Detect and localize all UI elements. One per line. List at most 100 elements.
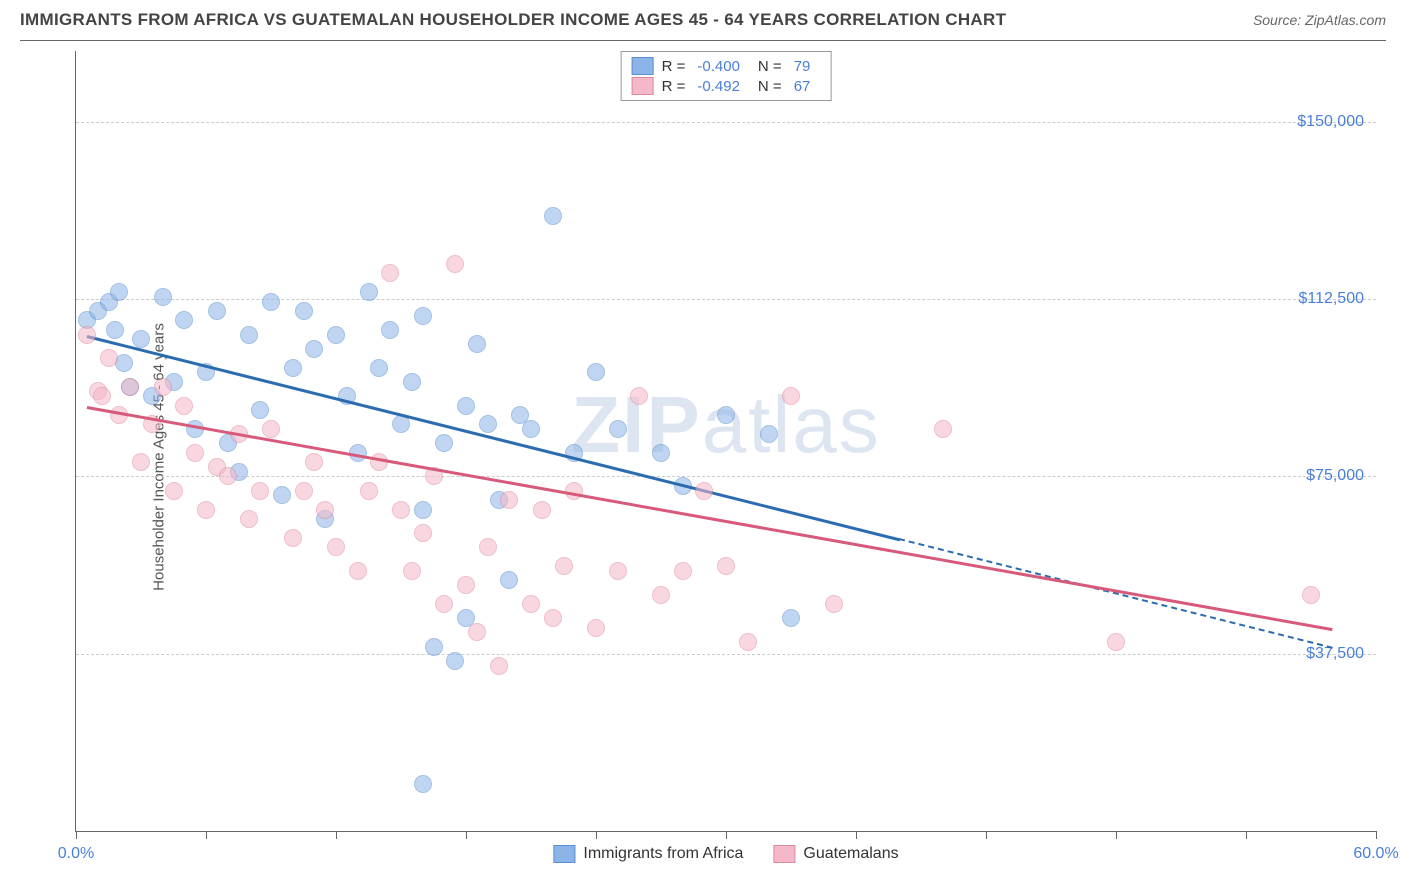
legend-r-value: -0.400 xyxy=(697,58,740,75)
data-point xyxy=(327,538,345,556)
legend-n-label: N = xyxy=(758,58,782,75)
data-point xyxy=(522,420,540,438)
series-legend: Immigrants from AfricaGuatemalans xyxy=(553,845,898,863)
y-tick-label: $75,000 xyxy=(1306,467,1364,485)
data-point xyxy=(609,420,627,438)
data-point xyxy=(1302,586,1320,604)
data-point xyxy=(403,373,421,391)
data-point xyxy=(262,420,280,438)
trend-line xyxy=(87,406,1333,631)
data-point xyxy=(186,420,204,438)
x-tick xyxy=(596,831,597,839)
legend-swatch xyxy=(773,845,795,863)
data-point xyxy=(240,510,258,528)
data-point xyxy=(555,557,573,575)
data-point xyxy=(349,562,367,580)
data-point xyxy=(479,415,497,433)
data-point xyxy=(121,378,139,396)
data-point xyxy=(381,321,399,339)
data-point xyxy=(479,538,497,556)
stats-legend: R =-0.400N =79R =-0.492N =67 xyxy=(621,51,832,101)
data-point xyxy=(154,378,172,396)
data-point xyxy=(446,652,464,670)
data-point xyxy=(760,425,778,443)
data-point xyxy=(544,609,562,627)
data-point xyxy=(175,397,193,415)
data-point xyxy=(468,335,486,353)
data-point xyxy=(717,557,735,575)
data-point xyxy=(414,307,432,325)
data-point xyxy=(392,415,410,433)
data-point xyxy=(132,453,150,471)
data-point xyxy=(154,288,172,306)
data-point xyxy=(106,321,124,339)
data-point xyxy=(186,444,204,462)
data-point xyxy=(468,623,486,641)
series-legend-item: Immigrants from Africa xyxy=(553,845,743,863)
data-point xyxy=(490,657,508,675)
data-point xyxy=(284,359,302,377)
chart-container: Householder Income Ages 45 - 64 years ZI… xyxy=(20,40,1386,872)
y-tick-label: $112,500 xyxy=(1298,290,1364,308)
data-point xyxy=(208,302,226,320)
x-tick xyxy=(1246,831,1247,839)
y-tick-label: $37,500 xyxy=(1306,645,1364,663)
data-point xyxy=(652,444,670,462)
data-point xyxy=(457,576,475,594)
x-tick xyxy=(986,831,987,839)
x-tick xyxy=(726,831,727,839)
data-point xyxy=(295,302,313,320)
data-point xyxy=(1107,633,1125,651)
data-point xyxy=(381,264,399,282)
data-point xyxy=(414,501,432,519)
data-point xyxy=(522,595,540,613)
data-point xyxy=(695,482,713,500)
legend-swatch xyxy=(632,77,654,95)
data-point xyxy=(934,420,952,438)
data-point xyxy=(370,453,388,471)
source-attribution: Source: ZipAtlas.com xyxy=(1253,12,1386,28)
data-point xyxy=(414,524,432,542)
x-tick xyxy=(1116,831,1117,839)
data-point xyxy=(360,283,378,301)
x-tick xyxy=(856,831,857,839)
x-tick xyxy=(466,831,467,839)
legend-swatch xyxy=(553,845,575,863)
data-point xyxy=(500,491,518,509)
data-point xyxy=(425,638,443,656)
legend-n-label: N = xyxy=(758,78,782,95)
legend-n-value: 67 xyxy=(794,78,811,95)
stats-legend-row: R =-0.492N =67 xyxy=(632,76,821,96)
data-point xyxy=(435,595,453,613)
stats-legend-row: R =-0.400N =79 xyxy=(632,56,821,76)
gridline xyxy=(76,122,1376,123)
data-point xyxy=(739,633,757,651)
data-point xyxy=(295,482,313,500)
data-point xyxy=(78,326,96,344)
gridline xyxy=(76,654,1376,655)
data-point xyxy=(132,330,150,348)
x-tick xyxy=(76,831,77,839)
x-tick xyxy=(206,831,207,839)
x-tick xyxy=(336,831,337,839)
data-point xyxy=(782,387,800,405)
data-point xyxy=(825,595,843,613)
data-point xyxy=(392,501,410,519)
data-point xyxy=(587,619,605,637)
data-point xyxy=(609,562,627,580)
data-point xyxy=(403,562,421,580)
data-point xyxy=(273,486,291,504)
legend-swatch xyxy=(632,57,654,75)
data-point xyxy=(93,387,111,405)
data-point xyxy=(305,340,323,358)
data-point xyxy=(360,482,378,500)
data-point xyxy=(587,363,605,381)
legend-n-value: 79 xyxy=(794,58,811,75)
data-point xyxy=(652,586,670,604)
x-tick-label-max: 60.0% xyxy=(1353,845,1398,863)
data-point xyxy=(630,387,648,405)
data-point xyxy=(414,775,432,793)
y-tick-label: $150,000 xyxy=(1297,113,1364,131)
data-point xyxy=(251,401,269,419)
x-tick-label-min: 0.0% xyxy=(58,845,94,863)
